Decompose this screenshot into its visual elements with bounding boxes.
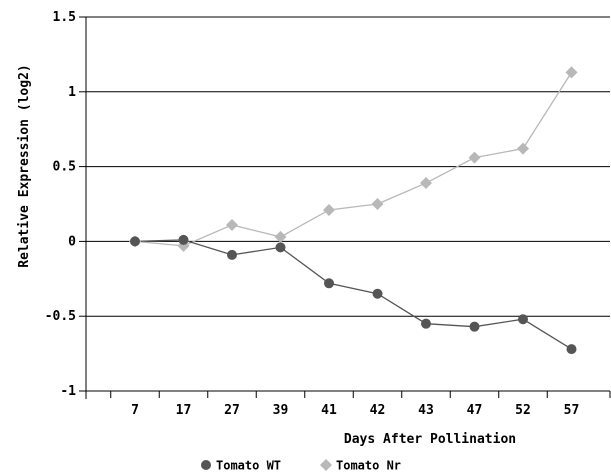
x-tick-label: 41 bbox=[321, 403, 337, 418]
series-line bbox=[134, 72, 573, 247]
y-axis-title: Relative Expression (log2) bbox=[17, 64, 32, 268]
y-tick-labels: 1.5 1 0.5 0 -0.5 -1 bbox=[45, 10, 76, 399]
data-point bbox=[274, 230, 287, 243]
data-point bbox=[178, 234, 189, 245]
x-tick-label: 52 bbox=[515, 403, 531, 418]
y-tick-label: -0.5 bbox=[45, 309, 76, 324]
data-point bbox=[226, 218, 238, 231]
data-point bbox=[421, 318, 431, 329]
x-tick-label: 17 bbox=[176, 403, 192, 418]
series-line bbox=[134, 239, 572, 350]
legend-label: Tomato WT bbox=[216, 459, 281, 473]
x-tick-label: 42 bbox=[370, 403, 386, 418]
axes bbox=[85, 17, 611, 399]
data-point bbox=[420, 177, 432, 190]
x-axis-title: Days After Pollination bbox=[344, 432, 516, 447]
x-tick-label: 39 bbox=[273, 403, 289, 418]
data-point bbox=[518, 314, 528, 325]
legend-marker bbox=[201, 460, 211, 470]
y-tick-label: 1 bbox=[68, 85, 76, 100]
data-point bbox=[565, 66, 578, 79]
y-tick-label: -1 bbox=[60, 384, 76, 399]
data-point bbox=[130, 236, 140, 247]
y-tick-label: 1.5 bbox=[53, 10, 76, 25]
data-point bbox=[324, 278, 334, 289]
data-point bbox=[517, 142, 529, 155]
data-point bbox=[372, 288, 383, 299]
data-point bbox=[468, 151, 481, 164]
x-tick-label: 47 bbox=[467, 403, 483, 418]
y-tick-label: 0 bbox=[68, 234, 76, 249]
data-point bbox=[566, 344, 577, 355]
series-group bbox=[129, 66, 578, 355]
y-tick-label: 0.5 bbox=[53, 160, 76, 175]
data-point bbox=[469, 321, 480, 332]
data-point bbox=[275, 242, 286, 253]
legend-label: Tomato Nr bbox=[336, 459, 401, 473]
legend: Tomato WT Tomato Nr bbox=[201, 459, 401, 473]
x-tick-labels: 7 17 27 39 41 42 43 47 52 57 bbox=[131, 403, 579, 418]
x-tick-label: 7 bbox=[131, 403, 139, 418]
legend-marker bbox=[320, 459, 332, 471]
x-tick-label: 27 bbox=[224, 403, 240, 418]
x-tick-label: 43 bbox=[418, 403, 434, 418]
data-point bbox=[323, 203, 335, 216]
data-point bbox=[227, 249, 237, 260]
x-tick-label: 57 bbox=[564, 403, 580, 418]
gridlines bbox=[79, 16, 610, 392]
data-point bbox=[371, 198, 384, 210]
